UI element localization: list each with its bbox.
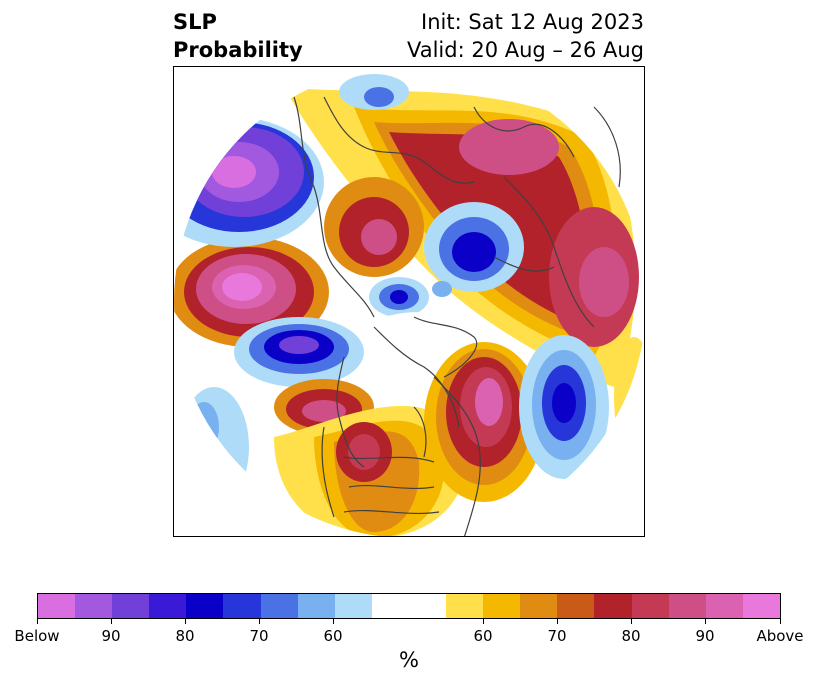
- colorbar-swatch: [149, 594, 187, 618]
- colorbar-swatch: [705, 594, 743, 618]
- colorbar-tick-label: 90: [101, 627, 121, 645]
- colorbar-tick-label: 90: [695, 627, 715, 645]
- colorbar-tick-label: 60: [323, 627, 343, 645]
- colorbar-swatch: [260, 594, 298, 618]
- colorbar-swatch: [371, 594, 447, 618]
- colorbar-tick-mark: [780, 619, 781, 624]
- map-canvas: [174, 67, 644, 536]
- colorbar-tick-mark: [631, 619, 632, 624]
- colorbar-tick-label: Above: [756, 627, 804, 645]
- valid-range: Valid: 20 Aug – 26 Aug: [406, 38, 644, 62]
- colorbar-swatch: [594, 594, 632, 618]
- colorbar: [37, 593, 781, 619]
- colorbar-tick-mark: [483, 619, 484, 624]
- colorbar-tick-mark: [557, 619, 558, 624]
- colorbar-swatch: [557, 594, 595, 618]
- colorbar-swatch: [520, 594, 558, 618]
- map-title: SLP Probability: [173, 8, 303, 64]
- colorbar-swatch: [334, 594, 372, 618]
- colorbar-tick-label: Below: [14, 627, 60, 645]
- colorbar-tick-label: 80: [175, 627, 195, 645]
- colorbar-swatch: [631, 594, 669, 618]
- colorbar-swatch: [223, 594, 261, 618]
- colorbar-swatch: [483, 594, 521, 618]
- colorbar-tick-mark: [37, 619, 38, 624]
- colorbar-tick-mark: [185, 619, 186, 624]
- colorbar-tick-label: 70: [547, 627, 567, 645]
- colorbar-swatch: [668, 594, 706, 618]
- colorbar-tick-mark: [111, 619, 112, 624]
- colorbar-tick-label: 70: [249, 627, 269, 645]
- colorbar-unit: %: [399, 648, 419, 672]
- colorbar-tick-label: 80: [621, 627, 641, 645]
- title-variable: SLP: [173, 10, 217, 34]
- map-dates: Init: Sat 12 Aug 2023 Valid: 20 Aug – 26…: [407, 8, 644, 64]
- title-product: Probability: [173, 38, 303, 62]
- colorbar-swatch: [38, 594, 76, 618]
- init-date: Init: Sat 12 Aug 2023: [421, 10, 644, 34]
- colorbar-swatch: [75, 594, 113, 618]
- colorbar-tick-mark: [705, 619, 706, 624]
- coastlines: [293, 96, 621, 536]
- colorbar-tick-label: 60: [473, 627, 493, 645]
- colorbar-swatch: [112, 594, 150, 618]
- colorbar-tick-mark: [259, 619, 260, 624]
- probability-field: [174, 67, 644, 536]
- colorbar-swatch: [297, 594, 335, 618]
- probability-map: [173, 66, 645, 537]
- colorbar-swatch: [446, 594, 484, 618]
- colorbar-swatch: [186, 594, 224, 618]
- colorbar-swatch: [742, 594, 780, 618]
- colorbar-tick-mark: [333, 619, 334, 624]
